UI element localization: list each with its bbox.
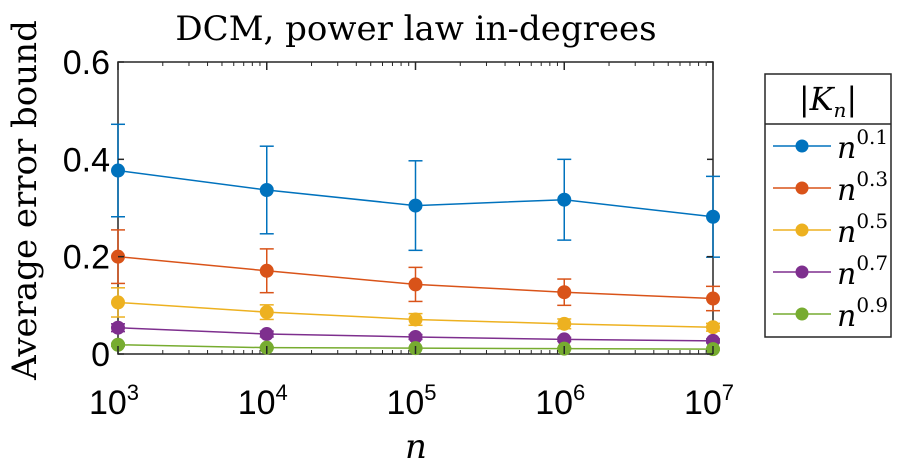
- legend: |Kn|n0.1n0.3n0.5n0.7n0.9: [764, 73, 892, 338]
- legend-label: n0.3: [837, 167, 888, 208]
- x-tick-label: 104: [238, 380, 288, 422]
- legend-marker: [795, 181, 809, 195]
- x-tick-label: 107: [684, 380, 734, 422]
- x-tick-label: 103: [89, 380, 139, 422]
- y-tick-label: 0: [91, 336, 110, 374]
- data-point: [111, 163, 125, 178]
- x-axis-label: n: [405, 427, 427, 467]
- y-tick-label: 0.4: [63, 141, 110, 179]
- legend-box: [764, 73, 892, 338]
- data-point: [706, 291, 720, 306]
- data-point: [557, 316, 572, 331]
- plot-marks: [111, 123, 720, 357]
- data-point: [259, 182, 274, 197]
- data-point: [111, 320, 125, 335]
- x-tick-label: 105: [386, 380, 436, 422]
- data-point: [259, 305, 274, 320]
- data-point: [706, 320, 720, 335]
- legend-title: |Kn|: [799, 80, 857, 122]
- legend-marker: [795, 307, 809, 321]
- data-point: [259, 263, 274, 278]
- data-point: [706, 209, 720, 224]
- data-point: [408, 198, 423, 213]
- y-tick-label: 0.6: [63, 44, 110, 82]
- data-point: [557, 285, 572, 300]
- data-point: [111, 295, 125, 310]
- legend-label: n0.9: [837, 293, 888, 334]
- data-point: [557, 192, 572, 207]
- data-point: [408, 312, 423, 327]
- data-point: [408, 277, 423, 292]
- legend-label: n0.7: [837, 251, 888, 292]
- axis-ticks: 0 0.2 0.4 0.6 103 104 105 106 107: [63, 44, 734, 422]
- legend-label: n0.5: [837, 209, 888, 250]
- legend-marker: [795, 223, 809, 237]
- x-tick-label: 106: [535, 380, 585, 422]
- y-axis-label: Average error bound: [5, 20, 45, 381]
- legend-marker: [795, 265, 809, 279]
- data-point: [259, 327, 274, 342]
- y-tick-label: 0.2: [63, 239, 110, 277]
- legend-marker: [795, 139, 809, 153]
- chart-title: DCM, power law in-degrees: [175, 9, 656, 49]
- legend-label: n0.1: [837, 125, 888, 166]
